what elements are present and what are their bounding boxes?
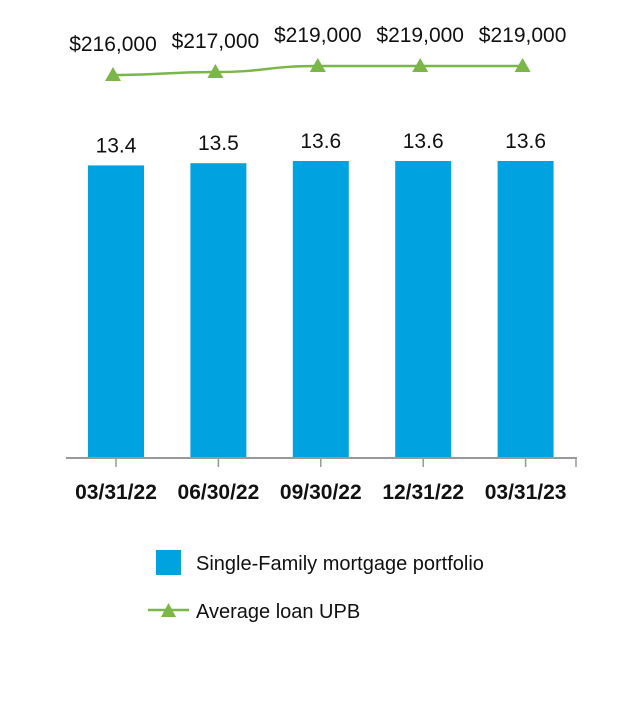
bar-3 [395,161,452,458]
upb-marker-1 [207,64,224,78]
x-tick-label-4: 03/31/23 [485,481,567,504]
bar-value-label-0: 13.4 [96,134,137,157]
legend-triangle-marker [161,603,176,617]
bar-value-label-2: 13.6 [300,130,341,153]
bar-layer: 13.4 13.5 13.6 13.6 13.6 [88,130,554,458]
bar-0 [88,165,144,458]
bar-value-label-4: 13.6 [505,130,546,153]
upb-value-label-2: $219,000 [274,24,362,47]
upb-value-label-4: $219,000 [479,24,567,47]
bar-value-label-1: 13.5 [198,132,239,155]
x-tick-label-3: 12/31/22 [382,481,464,504]
x-axis-ticks: 03/31/22 06/30/22 09/30/22 12/31/22 03/31/23 [75,458,577,504]
upb-value-label-3: $219,000 [376,24,464,47]
bar-2 [292,161,349,458]
bar-4 [497,161,554,458]
legend-label-bar: Single-Family mortgage portfolio [196,553,484,575]
x-tick-label-0: 03/31/22 [75,481,157,504]
legend-label-line: Average loan UPB [196,601,360,623]
upb-marker-3 [412,58,429,72]
upb-line-layer: $216,000 $217,000 $219,000 $219,000 $219,000 [69,24,566,81]
upb-marker-2 [309,58,326,72]
x-tick-label-2: 09/30/22 [280,481,362,504]
upb-marker-0 [105,67,121,81]
upb-marker-4 [514,58,531,72]
legend-swatch-bar [156,550,181,575]
upb-value-label-1: $217,000 [172,30,260,53]
bar-value-label-3: 13.6 [403,130,444,153]
x-tick-label-1: 06/30/22 [178,481,260,504]
upb-value-label-0: $216,000 [69,33,157,56]
bar-1 [190,163,247,458]
legend: Single-Family mortgage portfolio Average… [148,550,484,623]
